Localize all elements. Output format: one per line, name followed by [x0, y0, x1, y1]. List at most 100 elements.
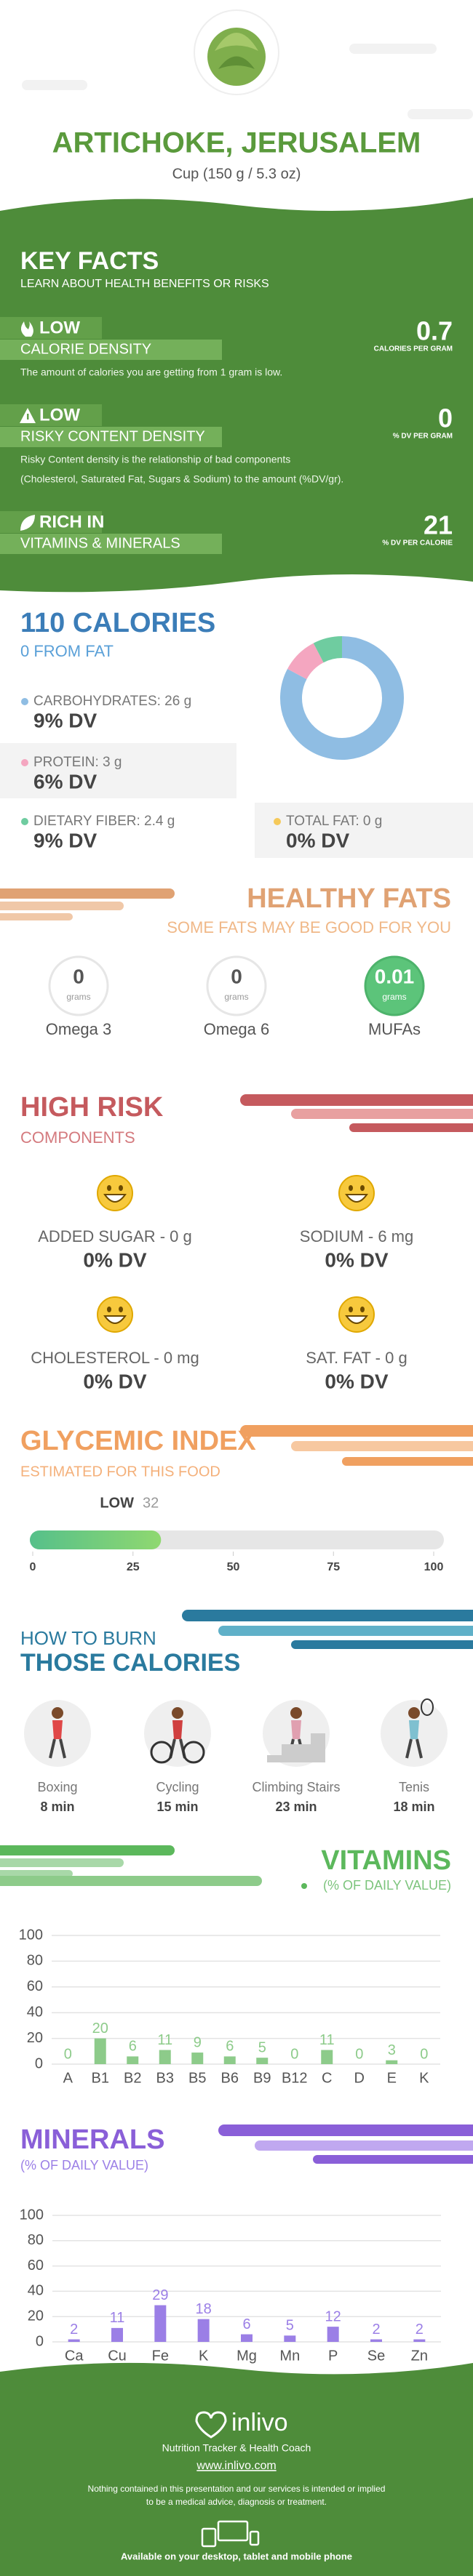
bike-wheel	[150, 1741, 173, 1764]
activity-time: 15 min	[156, 1799, 198, 1814]
racket	[421, 1698, 434, 1716]
level-band	[0, 511, 102, 533]
fact-label: CALORIE DENSITY	[20, 341, 151, 357]
x-tick-label: B3	[156, 2070, 174, 2086]
section-title: KEY FACTS	[20, 247, 159, 275]
gi-value: 32	[143, 1495, 159, 1511]
decor-stripe	[313, 2155, 473, 2164]
x-tick-label: A	[63, 2070, 73, 2086]
x-tick-label: B12	[282, 2070, 308, 2086]
decor-stripe	[0, 1870, 73, 1877]
legend-dot	[21, 698, 28, 705]
panel-bg	[0, 743, 236, 798]
activity-legs	[405, 1738, 423, 1759]
bar	[154, 2305, 167, 2342]
y-tick-label: 0	[36, 2333, 44, 2349]
nutrient-label: DIETARY FIBER: 2.4 g	[33, 814, 175, 829]
bar	[159, 2050, 171, 2064]
value-label: 6	[226, 2039, 234, 2055]
bar	[413, 2339, 426, 2342]
y-tick-label: 40	[28, 2283, 44, 2299]
url: www.inlivo.com	[196, 2460, 276, 2472]
fat-value: 0	[231, 965, 242, 987]
bar	[370, 2339, 382, 2342]
risk-dv: 0% DV	[325, 1370, 388, 1392]
fact-value: 21	[424, 510, 453, 540]
activity-body	[409, 1720, 419, 1739]
panel-bg	[255, 803, 473, 858]
emoji-eye	[360, 1307, 365, 1312]
fact-icon	[20, 515, 35, 531]
section-title: HEALTHY FATS	[247, 883, 451, 914]
fact-level: RICH IN	[39, 512, 104, 531]
section-subtitle: ESTIMATED FOR THIS FOOD	[20, 1464, 220, 1480]
section-title: 110 CALORIES	[20, 608, 215, 638]
fat-name: MUFAs	[368, 1020, 421, 1038]
activity-head	[290, 1707, 302, 1719]
fact-description: Risky Content density is the relationshi…	[20, 454, 290, 465]
emoji-eye	[119, 1307, 123, 1312]
decor-stripe	[255, 2140, 473, 2151]
activity-body	[52, 1720, 63, 1739]
y-tick-label: 80	[27, 1953, 43, 1969]
activity-name: Tenis	[399, 1780, 429, 1794]
donut-segment	[313, 636, 343, 663]
activity-head	[408, 1707, 420, 1719]
x-tick-label: Mn	[279, 2348, 300, 2364]
bar	[386, 2060, 398, 2064]
section-subtitle: SOME FATS MAY BE GOOD FOR YOU	[167, 918, 451, 936]
food-image-leaf	[215, 33, 258, 51]
emoji-eye	[360, 1185, 365, 1191]
bar	[284, 2335, 296, 2342]
emoji-face	[338, 1175, 375, 1211]
x-tick-label: Mg	[236, 2348, 257, 2364]
fact-icon	[20, 321, 33, 337]
fat-unit: grams	[66, 992, 90, 1002]
decor-stripe	[182, 1610, 473, 1621]
decor-stripe	[291, 1109, 473, 1119]
label-band	[0, 340, 222, 360]
section-subtitle: LEARN ABOUT HEALTH BENEFITS OR RISKS	[20, 278, 269, 290]
y-tick-label: 60	[28, 2258, 44, 2274]
bar	[256, 2058, 269, 2064]
decor-stripe	[291, 1640, 473, 1649]
decor-stripe	[240, 1425, 473, 1437]
value-label: 5	[258, 2039, 266, 2055]
fat-circle	[206, 955, 267, 1016]
x-tick-label: B2	[124, 2070, 141, 2086]
donut-segment	[287, 643, 325, 680]
gi-tick-label: 50	[227, 1561, 240, 1573]
x-tick-label: K	[199, 2348, 209, 2364]
decor-stripe	[342, 1457, 473, 1466]
brand-icon	[195, 2411, 227, 2439]
x-tick-label: Se	[367, 2348, 385, 2364]
fat-name: Omega 3	[46, 1020, 112, 1038]
section-bg	[0, 198, 473, 593]
device-icon	[217, 2520, 249, 2542]
x-tick-label: Fe	[152, 2348, 169, 2364]
value-label: 0	[420, 2046, 428, 2062]
risk-label: CHOLESTEROL - 0 mg	[31, 1349, 199, 1367]
availability: Available on your desktop, tablet and mo…	[121, 2551, 352, 2561]
subtitle-dot	[301, 1883, 307, 1889]
decor-cloud	[22, 80, 87, 90]
risk-dv: 0% DV	[83, 1248, 146, 1271]
x-tick-label: B5	[188, 2070, 206, 2086]
gi-tick-label: 0	[30, 1561, 36, 1573]
fat-circle	[48, 955, 109, 1016]
value-label: 29	[152, 2287, 168, 2303]
decor-stripe	[0, 1858, 124, 1867]
x-tick-label: B9	[253, 2070, 271, 2086]
activity-name: Cycling	[156, 1780, 199, 1794]
fact-unit: % DV PER CALORIE	[382, 539, 453, 547]
nutrient-dv: 9% DV	[33, 829, 97, 851]
legend-dot	[21, 759, 28, 766]
fat-name: Omega 6	[204, 1020, 270, 1038]
fact-unit: CALORIES PER GRAM	[374, 345, 453, 353]
fact-description: (Cholesterol, Saturated Fat, Sugars & So…	[20, 473, 343, 485]
food-image-leaf	[218, 56, 255, 69]
nutrient-dv: 0% DV	[286, 829, 349, 851]
nutrient-label: PROTEIN: 3 g	[33, 755, 122, 770]
x-tick-label: C	[322, 2070, 332, 2086]
